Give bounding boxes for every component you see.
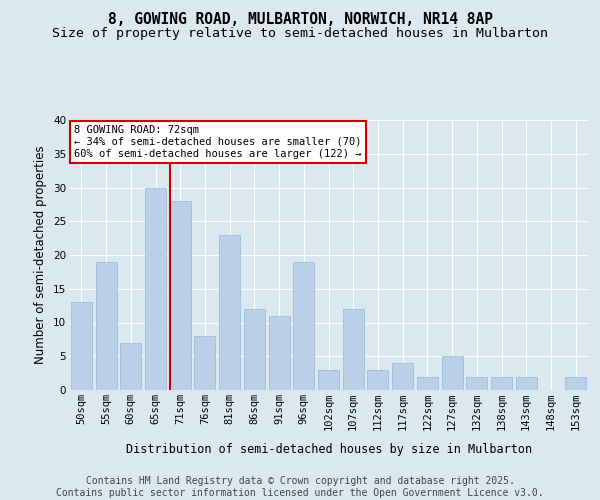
Text: Size of property relative to semi-detached houses in Mulbarton: Size of property relative to semi-detach… (52, 28, 548, 40)
Bar (293, 262, 314, 390)
Text: 8 GOWING ROAD: 72sqm
← 34% of semi-detached houses are smaller (70)
60% of semi-: 8 GOWING ROAD: 72sqm ← 34% of semi-detac… (74, 126, 362, 158)
Bar (466, 376, 487, 390)
Bar (244, 309, 265, 390)
Bar (170, 201, 191, 390)
Bar (318, 370, 339, 390)
Bar (516, 376, 537, 390)
Bar (417, 376, 438, 390)
Text: 8, GOWING ROAD, MULBARTON, NORWICH, NR14 8AP: 8, GOWING ROAD, MULBARTON, NORWICH, NR14… (107, 12, 493, 28)
Text: Contains HM Land Registry data © Crown copyright and database right 2025.
Contai: Contains HM Land Registry data © Crown c… (56, 476, 544, 498)
Bar (367, 370, 388, 390)
Y-axis label: Number of semi-detached properties: Number of semi-detached properties (34, 146, 47, 364)
Bar (95, 262, 116, 390)
Bar (120, 343, 141, 390)
Bar (219, 235, 240, 390)
Bar (565, 376, 586, 390)
Bar (71, 302, 92, 390)
Bar (269, 316, 290, 390)
Bar (392, 363, 413, 390)
Bar (442, 356, 463, 390)
Text: Distribution of semi-detached houses by size in Mulbarton: Distribution of semi-detached houses by … (126, 442, 532, 456)
Bar (194, 336, 215, 390)
Bar (145, 188, 166, 390)
Bar (343, 309, 364, 390)
Bar (491, 376, 512, 390)
